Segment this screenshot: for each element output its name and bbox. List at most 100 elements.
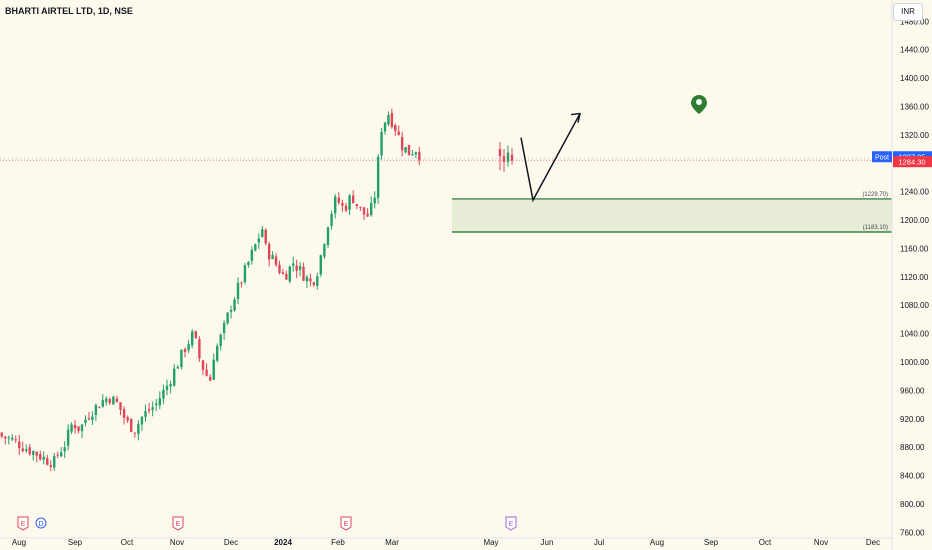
candle-body	[407, 144, 411, 156]
candle-body	[309, 278, 312, 282]
candle-body	[219, 334, 222, 346]
y-tick-label: 1240.00	[900, 188, 929, 197]
y-tick-label: 960.00	[900, 386, 925, 395]
candle-body	[46, 458, 49, 465]
candle-body	[380, 131, 383, 156]
last-price-tag: 1284.30	[893, 156, 932, 168]
projection-arrow	[520, 113, 581, 203]
candle-body	[404, 147, 407, 153]
candle-body	[180, 349, 183, 367]
event-label: E	[344, 521, 349, 528]
earnings-event-icon: E	[17, 516, 29, 531]
candle-body	[285, 273, 288, 280]
candle-body	[414, 152, 418, 155]
candle-body	[247, 261, 250, 265]
y-tick-label: 1480.00	[900, 17, 929, 26]
candle-body	[366, 213, 369, 217]
candle-body	[337, 197, 340, 203]
x-tick-label: Nov	[170, 538, 184, 547]
event-label: E	[509, 521, 514, 528]
candle-body	[387, 115, 390, 125]
candle-body	[383, 122, 387, 132]
y-tick-label: 1080.00	[900, 301, 929, 310]
candle-body	[316, 276, 319, 286]
event-badge	[505, 516, 517, 531]
support-zone	[452, 198, 892, 233]
candle-body	[264, 229, 267, 244]
candle-body	[73, 424, 77, 429]
candle-body	[28, 447, 31, 455]
y-tick-label: 1040.00	[900, 330, 929, 339]
candle-body	[411, 154, 414, 156]
event-badge	[340, 516, 352, 531]
y-tick-label: 1200.00	[900, 216, 929, 225]
candle-body	[84, 419, 87, 423]
candle-body	[201, 360, 205, 370]
x-tick-label: Oct	[759, 538, 772, 547]
x-tick-label: Dec	[224, 538, 238, 547]
candle-body	[98, 407, 101, 409]
candle-body	[130, 418, 133, 432]
currency-button[interactable]: INR	[893, 3, 923, 21]
candle-body	[183, 349, 187, 353]
y-tick-label: 800.00	[900, 500, 925, 509]
candle-body	[278, 264, 281, 273]
candle-body	[112, 396, 115, 405]
candle-body	[373, 197, 376, 204]
candle-body	[53, 456, 56, 468]
candle-body	[158, 398, 161, 406]
x-tick-label: May	[483, 538, 498, 547]
y-tick-label: 1120.00	[900, 273, 929, 282]
last-price-tag-value-bg	[893, 156, 932, 168]
candle-body	[56, 454, 59, 456]
event-label: E	[176, 521, 181, 528]
candle-body	[250, 249, 254, 261]
y-tick-label: 1440.00	[900, 46, 929, 55]
candle-body	[162, 389, 165, 399]
candle-body	[191, 331, 194, 346]
candle-body	[352, 195, 355, 204]
x-tick-label: Jul	[594, 538, 604, 547]
candle-body	[49, 465, 52, 467]
candle-body	[115, 398, 119, 402]
event-badge	[35, 517, 47, 529]
y-tick-label: 840.00	[900, 472, 925, 481]
y-tick-label: 1400.00	[900, 74, 929, 83]
arrow-head	[570, 112, 581, 123]
candle-body	[498, 149, 502, 157]
chart-title: BHARTI AIRTEL LTD, 1D, NSE	[5, 6, 133, 16]
x-tick-label: Nov	[814, 538, 828, 547]
candle-body	[209, 376, 212, 381]
candle-body	[21, 448, 24, 452]
candle-body	[233, 299, 236, 311]
candle-body	[376, 156, 380, 199]
candle-body	[341, 203, 344, 206]
candle-body	[394, 125, 397, 132]
candle-body	[236, 282, 240, 300]
candle-body	[25, 449, 28, 451]
candle-body	[205, 369, 208, 376]
earnings-event-icon: E	[340, 516, 352, 531]
candle-body	[137, 424, 140, 434]
candle-body	[108, 399, 111, 404]
candle-body	[267, 244, 271, 260]
zone-lower-label: (1183.10)	[863, 225, 888, 231]
candle-body	[4, 436, 7, 439]
x-tick-label: Oct	[121, 538, 134, 547]
y-tick-label: 760.00	[900, 528, 925, 537]
candle-body	[165, 385, 169, 391]
earnings-event-icon: E	[172, 516, 184, 531]
candle-body	[281, 272, 285, 274]
event-badge	[17, 516, 29, 531]
candle-body	[334, 196, 337, 214]
candle-body	[80, 424, 84, 432]
candle-body	[173, 368, 176, 386]
candle-body	[66, 429, 70, 446]
candle-body	[101, 400, 104, 407]
candle-body	[254, 244, 257, 251]
candle-body	[261, 229, 264, 238]
candle-body	[502, 156, 506, 162]
candle-body	[77, 426, 80, 431]
candle-body	[105, 398, 108, 403]
